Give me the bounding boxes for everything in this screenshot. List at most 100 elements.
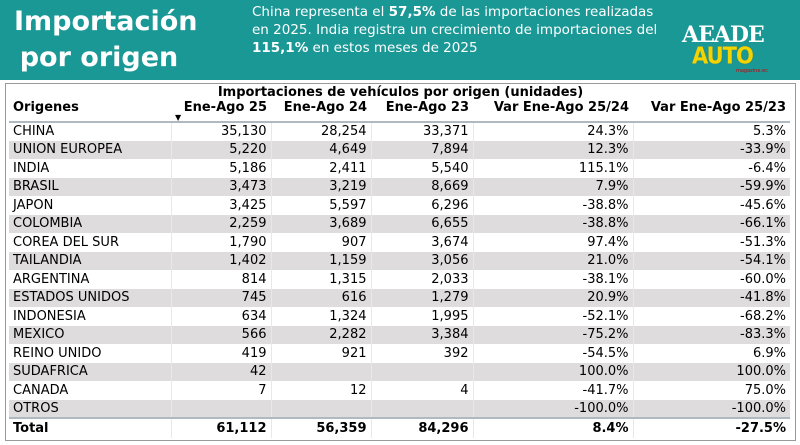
value-cell: 8.4%	[472, 417, 633, 438]
value-cell: 5,186	[170, 159, 271, 178]
value-cell: 1,995	[370, 307, 473, 326]
table-row: UNION EUROPEA 5,220 4,649 7,894 12.3% -33.9%	[9, 140, 790, 159]
value-cell: 33,371	[370, 122, 473, 141]
value-cell: 1,315	[270, 270, 371, 289]
value-cell: 616	[270, 288, 371, 307]
origin-cell: SUDAFRICA	[9, 362, 171, 381]
logo-sub: magazine.ec	[736, 68, 768, 74]
origin-cell: MEXICO	[9, 325, 171, 344]
column-header[interactable]: Ene-Ago 23	[371, 100, 473, 122]
value-cell: 56,359	[270, 417, 371, 438]
value-cell: -54.1%	[632, 251, 790, 270]
page-title: Importación por origen	[14, 4, 198, 76]
value-cell	[370, 399, 473, 418]
value-cell: 7,894	[370, 140, 473, 159]
value-cell: 28,254	[270, 122, 371, 141]
value-cell: -59.9%	[632, 177, 790, 196]
value-cell: 1,279	[370, 288, 473, 307]
aeade-logo: AEADE AUTO magazine.ec	[678, 22, 790, 78]
value-cell: 6,296	[370, 196, 473, 215]
header-banner: Importación por origen China representa e…	[0, 0, 800, 80]
value-cell: 2,411	[270, 159, 371, 178]
value-cell: 1,790	[170, 233, 271, 252]
table-row: ESTADOS UNIDOS 745 616 1,279 20.9% -41.8%	[9, 288, 790, 307]
column-header[interactable]: Var Ene-Ago 25/23	[633, 100, 790, 122]
value-cell	[170, 399, 271, 418]
column-header[interactable]: Origenes	[9, 100, 171, 122]
value-cell: -54.5%	[472, 344, 633, 363]
title-line-1: Importación	[14, 6, 198, 37]
column-header-label: Ene-Ago 23	[385, 100, 469, 115]
value-cell: 3,689	[270, 214, 371, 233]
value-cell: 907	[270, 233, 371, 252]
value-cell: 6,655	[370, 214, 473, 233]
logo-top: AEADE	[682, 22, 765, 48]
origin-cell: BRASIL	[9, 177, 171, 196]
origin-cell: INDIA	[13, 160, 50, 176]
table-row: CHINA 35,130 28,254 33,371 24.3% 5.3%	[9, 122, 790, 141]
value-cell: 24.3%	[472, 122, 633, 141]
value-cell: 97.4%	[472, 233, 633, 252]
summary-part: China representa el	[252, 4, 389, 20]
value-cell: 100.0%	[472, 362, 633, 381]
table-row: MEXICO 566 2,282 3,384 -75.2% -83.3%	[9, 325, 790, 344]
value-cell: 20.9%	[472, 288, 633, 307]
origin-cell: COREA DEL SUR	[13, 234, 119, 250]
summary-highlight: 57,5%	[388, 4, 436, 20]
table-title: Importaciones de vehículos por origen (u…	[217, 85, 584, 100]
origin-cell: ARGENTINA	[13, 271, 90, 287]
column-header[interactable]: Ene-Ago 24	[271, 100, 371, 122]
value-cell: -27.5%	[632, 417, 790, 438]
table-row: COLOMBIA 2,259 3,689 6,655 -38.8% -66.1%	[9, 214, 790, 233]
total-row: Total 61,112 56,359 84,296 8.4% -27.5%	[9, 417, 790, 438]
value-cell: -100.0%	[632, 399, 790, 418]
column-header[interactable]: Var Ene-Ago 25/24	[473, 100, 633, 122]
value-cell: 8,669	[370, 177, 473, 196]
value-cell: 921	[270, 344, 371, 363]
value-cell: 1,402	[170, 251, 271, 270]
table-row: REINO UNIDO 419 921 392 -54.5% 6.9%	[9, 344, 790, 363]
table-row: JAPON 3,425 5,597 6,296 -38.8% -45.6%	[9, 196, 790, 215]
value-cell: 61,112	[170, 417, 271, 438]
logo-bottom: AUTO	[692, 42, 754, 70]
value-cell: 5.3%	[632, 122, 790, 141]
column-header[interactable]: Ene-Ago 25 ▼	[171, 100, 271, 122]
origin-cell: REINO UNIDO	[13, 345, 102, 361]
table-row: INDIA 5,186 2,411 5,540 115.1% -6.4%	[9, 159, 790, 178]
sort-desc-icon[interactable]: ▼	[175, 113, 182, 122]
value-cell: 84,296	[370, 417, 473, 438]
origin-cell: ESTADOS UNIDOS	[9, 288, 171, 307]
origin-cell: Total	[9, 417, 171, 438]
origin-cell: CHINA	[13, 124, 55, 140]
value-cell: 745	[170, 288, 271, 307]
column-header-label: Origenes	[13, 100, 79, 115]
value-cell: 12.3%	[472, 140, 633, 159]
value-cell: 35,130	[170, 122, 271, 141]
value-cell: -41.8%	[632, 288, 790, 307]
value-cell: 3,473	[170, 177, 271, 196]
value-cell: -33.9%	[632, 140, 790, 159]
value-cell: 3,384	[370, 325, 473, 344]
value-cell: 5,597	[270, 196, 371, 215]
column-header-label: Var Ene-Ago 25/24	[493, 100, 629, 115]
value-cell: -68.2%	[632, 307, 790, 326]
table-row: BRASIL 3,473 3,219 8,669 7.9% -59.9%	[9, 177, 790, 196]
value-cell: 12	[270, 381, 371, 400]
table-row: SUDAFRICA 42 100.0% 100.0%	[9, 362, 790, 381]
value-cell: 3,674	[370, 233, 473, 252]
imports-table: Origenes Ene-Ago 25 ▼ Ene-Ago 24 Ene-Ago 23 V…	[9, 100, 790, 438]
value-cell: 1,324	[270, 307, 371, 326]
origin-cell: COLOMBIA	[9, 214, 171, 233]
value-cell: 3,056	[370, 251, 473, 270]
value-cell: 566	[170, 325, 271, 344]
value-cell: 21.0%	[472, 251, 633, 270]
table-row: COREA DEL SUR 1,790 907 3,674 97.4% -51.3%	[9, 233, 790, 252]
value-cell: 100.0%	[632, 362, 790, 381]
value-cell: 392	[370, 344, 473, 363]
value-cell: 5,220	[170, 140, 271, 159]
origin-cell: TAILANDIA	[9, 251, 171, 270]
value-cell: 5,540	[370, 159, 473, 178]
summary-text: China representa el 57,5% de las importa…	[252, 3, 672, 57]
table-header-row: Origenes Ene-Ago 25 ▼ Ene-Ago 24 Ene-Ago 23 V…	[9, 100, 790, 122]
value-cell: -38.8%	[472, 196, 633, 215]
